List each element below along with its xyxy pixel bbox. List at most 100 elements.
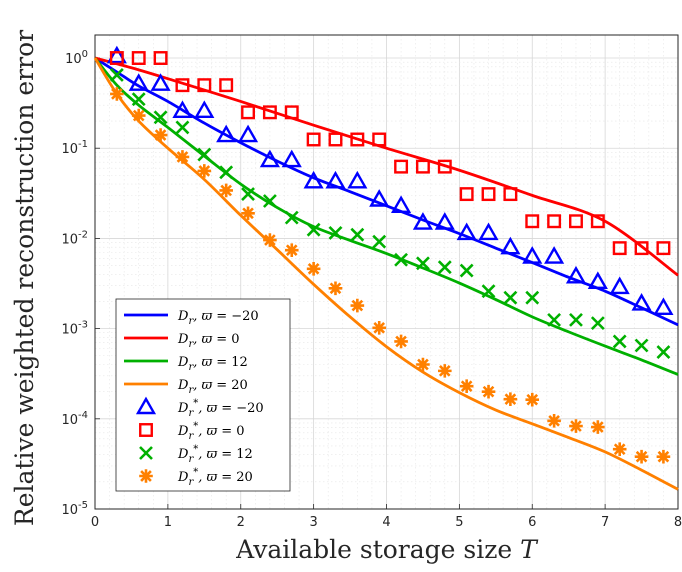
legend-entry: Dr*, ϖ = −20 xyxy=(135,396,264,419)
data-point xyxy=(634,449,649,464)
data-point xyxy=(306,132,321,147)
data-point xyxy=(569,312,583,327)
legend-label: Dr, ϖ = 0 xyxy=(177,332,240,350)
data-point xyxy=(416,357,430,372)
data-point xyxy=(128,73,149,91)
data-point xyxy=(587,271,608,290)
data-point xyxy=(547,214,562,229)
legend-entry: Dr*, ϖ = 0 xyxy=(139,421,245,442)
data-point xyxy=(219,183,233,198)
data-point xyxy=(631,293,652,311)
data-point xyxy=(394,159,409,174)
y-axis-title: Relative weighted reconstruction error xyxy=(10,30,39,526)
data-point xyxy=(263,233,277,247)
data-point xyxy=(456,222,477,241)
series-7 xyxy=(110,87,671,464)
x-axis-title-var: T xyxy=(520,535,539,564)
data-point xyxy=(131,92,146,107)
y-tick-label: 100 xyxy=(65,49,88,67)
data-point xyxy=(153,51,168,65)
x-axis: 0 1 2 3 4 5 6 7 8 xyxy=(91,504,682,530)
y-tick-exponent: -2 xyxy=(78,229,88,240)
data-point xyxy=(175,78,190,93)
data-point xyxy=(175,150,190,164)
data-point xyxy=(481,187,496,202)
data-point xyxy=(197,147,212,162)
data-point xyxy=(219,78,234,93)
data-point xyxy=(459,187,474,202)
legend-marker-swatch xyxy=(139,423,153,437)
data-point xyxy=(372,234,387,249)
data-point xyxy=(547,312,562,327)
data-point xyxy=(237,124,259,143)
data-point xyxy=(612,334,627,349)
legend-label: Dr, ϖ = 20 xyxy=(177,378,248,396)
legend-entry: Dr, ϖ = 20 xyxy=(124,378,248,396)
data-point xyxy=(241,206,255,221)
series-5 xyxy=(109,51,671,256)
y-axis: 10-5 10-4 10-3 10-2 10-1 100 xyxy=(61,49,100,518)
legend-entry: Dr, ϖ = 0 xyxy=(124,332,240,350)
data-point xyxy=(350,227,365,242)
data-point xyxy=(259,149,280,168)
y-tick-exponent: -3 xyxy=(78,320,88,331)
data-point xyxy=(109,51,124,65)
y-tick-label: 10-2 xyxy=(61,229,88,247)
data-point xyxy=(369,189,390,207)
data-point xyxy=(328,132,343,147)
data-point xyxy=(284,210,299,225)
x-tick-label: 7 xyxy=(601,515,609,530)
data-point xyxy=(416,256,430,271)
data-point xyxy=(459,263,474,278)
data-point xyxy=(394,334,408,349)
legend-label: Dr, ϖ = −20 xyxy=(177,309,259,327)
data-point xyxy=(106,45,127,64)
data-point xyxy=(481,384,496,399)
series-3 xyxy=(93,57,679,491)
x-tick-label: 4 xyxy=(382,515,390,530)
legend-label: Dr, ϖ = 12 xyxy=(177,355,248,373)
data-point xyxy=(434,212,455,230)
data-point xyxy=(612,241,627,256)
data-point xyxy=(503,392,518,406)
data-point xyxy=(569,214,583,229)
data-point xyxy=(241,105,255,120)
data-point xyxy=(131,108,146,123)
data-point xyxy=(241,187,255,202)
series-4 xyxy=(106,45,674,316)
data-point xyxy=(372,132,387,147)
data-point xyxy=(565,265,587,284)
data-point xyxy=(609,276,630,295)
y-tick-exponent: -4 xyxy=(78,410,88,421)
y-tick-label: 10-4 xyxy=(61,410,88,428)
data-point xyxy=(325,170,346,189)
data-point xyxy=(306,222,321,237)
series-line xyxy=(94,56,679,327)
x-tick-label: 2 xyxy=(237,515,245,530)
x-axis-title-text: Available storage size xyxy=(235,535,520,564)
data-point xyxy=(437,159,452,174)
data-point xyxy=(175,120,190,135)
data-point xyxy=(591,420,605,434)
data-point xyxy=(634,338,649,353)
legend-marker-swatch xyxy=(135,396,157,415)
legend-label: Dr*, ϖ = 0 xyxy=(177,421,245,442)
data-point xyxy=(350,132,365,147)
data-point xyxy=(284,243,299,258)
data-point xyxy=(481,284,496,299)
data-point xyxy=(394,252,408,267)
data-point xyxy=(372,321,387,335)
legend: Dr, ϖ = −20 Dr, ϖ = 0 Dr, ϖ = 12 Dr, ϖ = 20… xyxy=(115,298,291,492)
data-point xyxy=(634,241,649,256)
data-point xyxy=(303,170,324,189)
data-point xyxy=(328,281,343,296)
data-point xyxy=(219,165,234,180)
data-point xyxy=(109,67,124,82)
y-tick-label: 10-1 xyxy=(61,139,88,157)
data-point xyxy=(503,290,518,305)
data-point xyxy=(525,290,540,305)
data-point xyxy=(503,187,518,202)
x-tick-label: 3 xyxy=(309,515,317,530)
data-point xyxy=(612,442,627,457)
data-point xyxy=(656,449,671,464)
